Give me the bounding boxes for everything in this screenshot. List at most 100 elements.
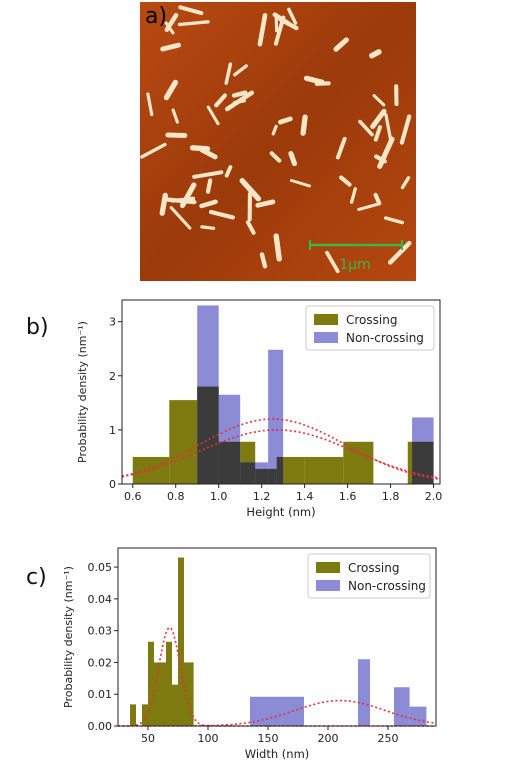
y-tick-label: 2: [109, 370, 116, 383]
x-tick-label: 100: [198, 732, 219, 745]
y-tick-label: 0: [109, 478, 116, 491]
afm-image: 1μm: [140, 2, 416, 281]
width-histogram: 50 100 150 200 250 0.00 0.01 0.02 0.03 0.04 0.05 Wi…: [62, 547, 437, 761]
x-axis-label: Width (nm): [245, 747, 310, 761]
afm-fiber: [372, 94, 386, 107]
afm-fiber: [383, 216, 404, 225]
legend-label-crossing: Crossing: [346, 313, 397, 327]
x-tick-label: 0.6: [124, 490, 142, 503]
afm-fiber: [178, 5, 204, 16]
afm-fiber: [303, 75, 325, 85]
afm-fiber: [231, 90, 248, 98]
y-tick-label: 0.00: [88, 720, 113, 733]
afm-fiber: [163, 79, 179, 101]
x-tick-label: 1.4: [296, 490, 314, 503]
x-tick-label: 1.6: [339, 490, 357, 503]
afm-fiber: [165, 132, 188, 138]
legend-swatch-non-crossing: [314, 332, 338, 343]
afm-fiber: [246, 220, 256, 235]
afm-fiber: [224, 165, 233, 178]
afm-fiber: [400, 176, 411, 190]
afm-fiber: [140, 142, 167, 159]
afm-fiber: [358, 119, 374, 137]
legend: Crossing Non-crossing: [307, 553, 431, 599]
x-tick-label: 1.0: [210, 490, 228, 503]
legend-label-crossing: Crossing: [348, 561, 399, 575]
afm-fiber: [255, 199, 276, 208]
y-tick-label: 3: [109, 316, 116, 329]
panel-b-label: b): [26, 315, 49, 340]
x-tick-label: 200: [318, 732, 339, 745]
bar-non-crossing: [409, 706, 427, 726]
bar-crossing: [160, 662, 166, 726]
afm-fiber: [290, 179, 311, 188]
afm-fiber: [349, 187, 357, 204]
bar-crossing: [130, 704, 136, 726]
bar-crossing: [343, 441, 374, 484]
y-tick-label: 0.02: [88, 656, 113, 669]
afm-fibers: [140, 5, 412, 274]
bar-overlap: [276, 456, 284, 484]
afm-fiber: [278, 17, 299, 31]
afm-fiber: [160, 42, 182, 52]
x-tick-label: 150: [258, 732, 279, 745]
afm-fiber: [214, 93, 228, 108]
afm-fiber: [335, 136, 347, 160]
afm-fiber: [224, 62, 233, 85]
bar-overlap: [268, 468, 277, 484]
afm-fiber: [257, 13, 268, 47]
afm-fiber: [325, 250, 340, 274]
afm-fiber: [288, 150, 298, 167]
afm-fiber: [388, 240, 412, 265]
afm-fiber: [333, 37, 349, 52]
afm-fiber: [189, 145, 211, 152]
x-tick-label: 0.8: [167, 490, 185, 503]
bar-crossing: [172, 684, 178, 726]
y-tick-label: 0.04: [88, 593, 113, 606]
afm-fiber: [170, 196, 196, 203]
bar-overlap: [197, 386, 219, 484]
afm-fiber: [206, 105, 220, 126]
panel-a-label: a): [145, 4, 168, 29]
x-tick-label: 1.2: [253, 490, 271, 503]
x-tick-label: 250: [378, 732, 399, 745]
fit-curve-crossing: [121, 429, 441, 479]
bar-overlap: [255, 468, 269, 484]
plot-frame: [121, 299, 441, 485]
scale-bar-label: 1μm: [339, 257, 370, 273]
legend-swatch-non-crossing: [316, 580, 340, 591]
bar-non-crossing: [268, 349, 284, 484]
bar-crossing: [178, 557, 184, 726]
afm-fiber: [370, 108, 387, 129]
afm-fiber: [300, 114, 308, 136]
afm-fiber: [357, 202, 380, 211]
afm-fiber: [259, 252, 268, 269]
plot-frame: [117, 547, 437, 727]
legend-label-non-crossing: Non-crossing: [348, 579, 426, 593]
legend-label-non-crossing: Non-crossing: [346, 331, 424, 345]
afm-fiber: [373, 192, 382, 206]
bar-crossing: [132, 456, 170, 484]
legend-swatch-crossing: [314, 314, 338, 325]
afm-fiber: [277, 116, 293, 125]
y-tick-label: 0.01: [88, 688, 113, 701]
afm-fiber: [269, 151, 282, 163]
afm-fiber: [164, 21, 175, 35]
afm-fiber: [373, 125, 382, 142]
afm-fiber: [171, 108, 179, 124]
x-tick-label: 1.8: [382, 490, 400, 503]
y-axis-label: Probability density (nm⁻¹): [62, 566, 75, 708]
afm-fiber: [233, 64, 248, 77]
afm-fiber: [146, 92, 154, 117]
afm-fiber: [339, 175, 352, 187]
afm-fiber: [205, 178, 213, 194]
afm-micrograph: 1μm: [140, 2, 416, 281]
x-tick-label: 50: [141, 732, 155, 745]
afm-fiber: [239, 177, 262, 202]
afm-fiber: [192, 170, 224, 179]
x-tick-label: 2.0: [425, 490, 443, 503]
afm-fiber: [169, 206, 192, 230]
afm-fiber: [200, 225, 216, 230]
afm-fiber: [374, 154, 387, 164]
legend-swatch-crossing: [316, 562, 340, 573]
